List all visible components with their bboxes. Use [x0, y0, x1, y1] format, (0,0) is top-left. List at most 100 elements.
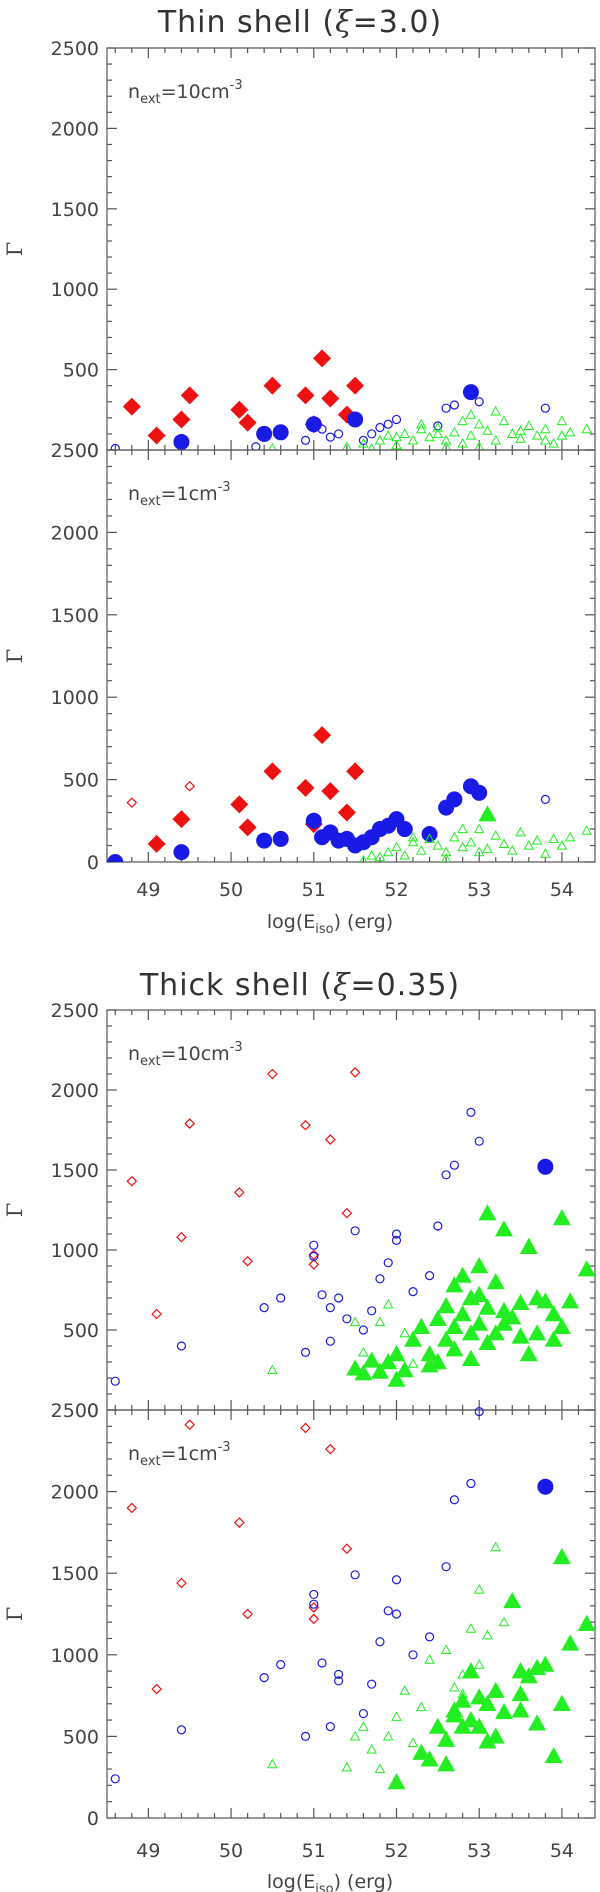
blue-open-circle	[110, 443, 120, 450]
blue-open-circle	[325, 1722, 335, 1732]
panel-thin-shell-n1: 0 500 1000 1500 2000 2500 49 50 51 52 53 54 Γnext=1c…	[3, 440, 596, 901]
blue-open-circle	[391, 1609, 402, 1619]
y-tick-label: 500	[63, 360, 99, 382]
green-open-triangle	[523, 839, 535, 850]
y-tick-label: 0	[87, 1808, 99, 1830]
red-filled-diamond	[296, 386, 315, 405]
red-open-diamond	[233, 1187, 245, 1198]
green-open-triangle	[564, 426, 576, 437]
green-open-triangle	[556, 429, 568, 440]
green-open-triangle	[267, 1758, 278, 1769]
red-filled-diamond	[172, 810, 191, 829]
red-open-diamond	[300, 1422, 311, 1434]
blue-open-circle	[342, 1314, 352, 1324]
blue-open-circle	[333, 1293, 344, 1303]
green-filled-triangle	[552, 1209, 571, 1226]
green-filled-triangle	[536, 1292, 555, 1309]
blue-open-circle	[391, 1575, 402, 1585]
x-tick-label: 53	[467, 1840, 491, 1862]
green-filled-triangle	[519, 1345, 538, 1362]
green-filled-triangle	[437, 1755, 456, 1772]
x-tick-label: 49	[136, 1840, 160, 1862]
green-open-triangle	[432, 421, 444, 432]
green-open-triangle	[490, 830, 502, 840]
green-filled-triangle	[561, 1292, 580, 1309]
green-open-triangle	[465, 836, 477, 847]
blue-open-circle	[325, 1336, 335, 1346]
blue-open-circle	[383, 1606, 393, 1616]
green-open-triangle	[490, 1541, 502, 1552]
blue-open-circle	[358, 1708, 369, 1719]
red-filled-diamond	[346, 762, 365, 781]
green-open-triangle	[349, 1730, 361, 1741]
blue-open-circle	[358, 1325, 369, 1335]
green-filled-triangle	[544, 1330, 563, 1347]
y-tick-label: 500	[63, 770, 99, 792]
green-open-triangle	[382, 429, 394, 440]
green-filled-triangle	[486, 1273, 505, 1290]
green-open-triangle	[449, 426, 460, 437]
green-filled-triangle	[552, 1694, 571, 1711]
y-tick-label: 1000	[51, 279, 99, 301]
green-filled-triangle	[544, 1746, 563, 1764]
blue-open-circle	[391, 414, 402, 425]
red-open-diamond	[308, 1602, 320, 1613]
green-open-triangle	[341, 1761, 353, 1772]
blue-filled-circle	[396, 821, 413, 838]
green-open-triangle	[382, 1298, 394, 1309]
green-filled-triangle	[470, 1688, 489, 1705]
green-filled-triangle	[437, 1330, 456, 1347]
red-filled-diamond	[238, 413, 257, 432]
green-open-triangle	[366, 849, 378, 860]
green-open-triangle	[399, 849, 411, 860]
green-open-triangle	[399, 1327, 411, 1338]
green-open-triangle	[415, 423, 427, 434]
blue-filled-circle	[107, 854, 124, 862]
blue-open-circle	[367, 1306, 377, 1316]
green-open-triangle	[399, 428, 411, 439]
x-tick-label: 50	[219, 879, 243, 901]
green-open-triangle	[424, 1654, 435, 1664]
green-open-triangle	[581, 423, 593, 434]
plot-frame	[106, 1409, 596, 1819]
red-filled-diamond	[313, 726, 332, 745]
red-filled-diamond	[180, 386, 199, 405]
blue-open-circle	[300, 1347, 311, 1358]
blue-filled-circle	[173, 433, 190, 450]
red-open-diamond	[126, 1175, 138, 1187]
green-open-triangle	[440, 434, 452, 445]
red-open-diamond	[300, 1119, 311, 1131]
green-open-triangle	[506, 844, 518, 855]
green-open-triangle	[267, 1364, 278, 1375]
blue-filled-circle	[537, 1478, 554, 1495]
green-open-triangle	[548, 438, 559, 448]
x-tick-label: 51	[302, 879, 326, 901]
green-open-triangle	[473, 1583, 485, 1594]
green-open-triangle	[540, 423, 551, 434]
green-filled-triangle	[453, 1691, 472, 1708]
green-filled-triangle	[495, 1702, 514, 1720]
green-open-triangle	[482, 1629, 493, 1640]
green-filled-triangle	[461, 1324, 480, 1341]
red-open-diamond	[126, 1502, 138, 1514]
green-open-triangle	[540, 848, 551, 858]
blue-open-circle	[276, 1659, 286, 1670]
y-tick-label: 0	[87, 1400, 99, 1422]
green-open-triangle	[407, 434, 419, 445]
blue-filled-circle	[272, 830, 289, 847]
green-open-triangle	[382, 1730, 394, 1741]
thick-shell-title: Thick shell (ξ=0.35)	[139, 968, 460, 1003]
green-filled-triangle	[387, 1370, 406, 1387]
green-open-triangle	[498, 415, 510, 426]
green-filled-triangle	[387, 1773, 406, 1790]
green-filled-triangle	[404, 1330, 423, 1347]
y-tick-label: 2000	[51, 118, 99, 140]
y-tick-label: 1000	[51, 1645, 99, 1667]
green-filled-triangle	[528, 1324, 547, 1341]
green-filled-triangle	[478, 1732, 497, 1749]
blue-filled-circle	[272, 424, 289, 441]
red-filled-diamond	[346, 376, 365, 395]
green-open-triangle	[349, 1316, 361, 1327]
y-axis-title: Γ	[3, 242, 27, 257]
